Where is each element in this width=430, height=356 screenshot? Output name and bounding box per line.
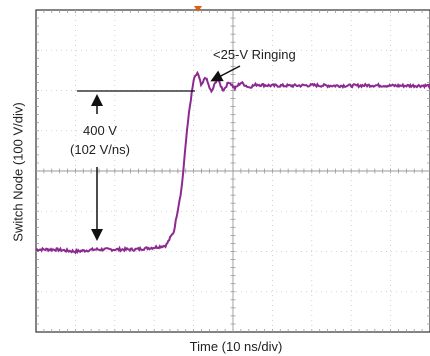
y-axis-label: Switch Node (100 V/div) <box>10 102 26 242</box>
ringing-arrow <box>210 65 241 82</box>
annotation-ringing: <25-V Ringing <box>213 47 296 62</box>
annotation-voltage: 400 V <box>83 123 117 138</box>
series-line <box>35 70 430 255</box>
center-axes <box>36 10 430 332</box>
trigger-marker <box>194 6 202 12</box>
annotation-slew-rate: (102 V/ns) <box>70 142 130 157</box>
x-axis-label: Time (10 ns/div) <box>189 339 283 354</box>
